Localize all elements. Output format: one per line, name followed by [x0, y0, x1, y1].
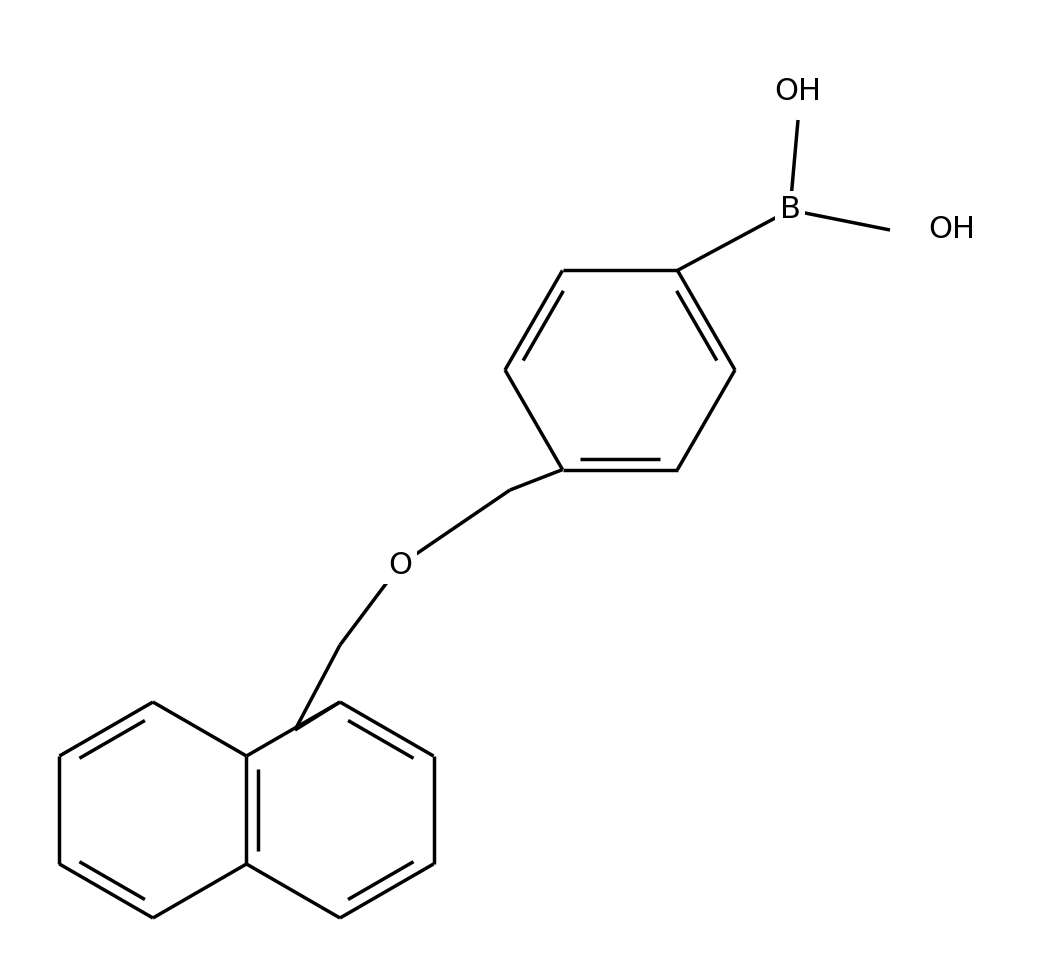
Text: OH: OH	[928, 216, 976, 245]
Text: B: B	[780, 195, 801, 224]
Text: O: O	[388, 550, 412, 580]
Text: OH: OH	[775, 77, 822, 106]
